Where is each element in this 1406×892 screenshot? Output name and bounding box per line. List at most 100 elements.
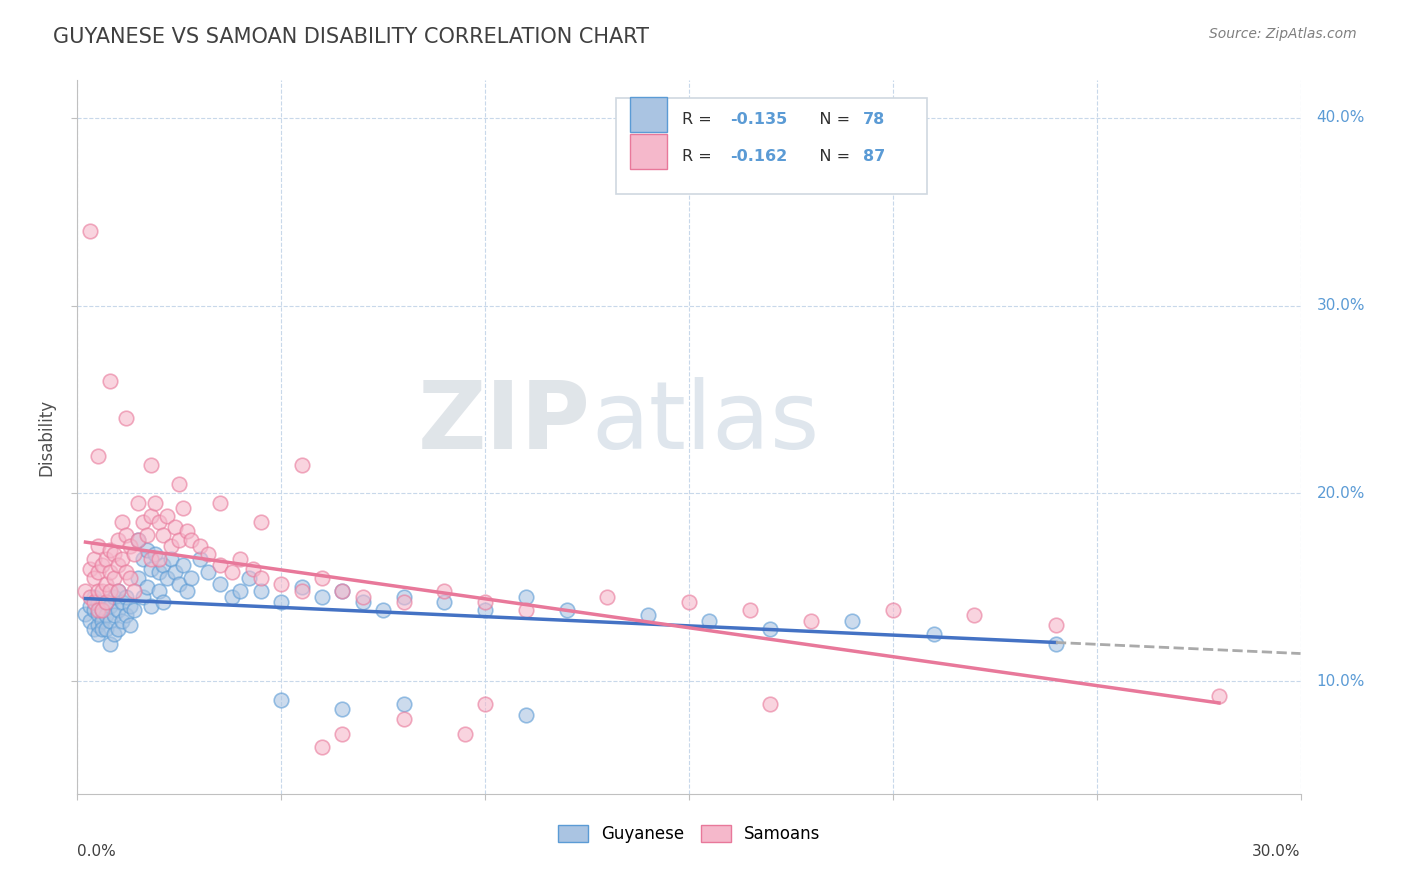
Point — [83, 552, 105, 566]
Point — [1045, 637, 1067, 651]
Point — [103, 627, 125, 641]
Text: 0.0%: 0.0% — [77, 844, 117, 859]
Point — [352, 590, 374, 604]
Point — [352, 595, 374, 609]
Point — [156, 508, 179, 523]
Point — [180, 533, 202, 548]
Point — [127, 571, 149, 585]
Point — [392, 590, 415, 604]
Point — [115, 608, 138, 623]
Point — [169, 576, 191, 591]
Point — [131, 590, 153, 604]
Point — [103, 608, 125, 623]
Point — [270, 576, 292, 591]
Point — [90, 603, 112, 617]
Point — [83, 603, 105, 617]
Point — [107, 584, 129, 599]
Text: -0.162: -0.162 — [731, 149, 787, 164]
Point — [453, 727, 475, 741]
Point — [79, 223, 101, 237]
Point — [332, 727, 354, 741]
Text: Source: ZipAtlas.com: Source: ZipAtlas.com — [1209, 27, 1357, 41]
Text: 30.0%: 30.0% — [1253, 844, 1301, 859]
Point — [94, 595, 117, 609]
Text: N =: N = — [804, 149, 855, 164]
Point — [94, 552, 117, 566]
Point — [83, 595, 105, 609]
Point — [98, 637, 121, 651]
FancyBboxPatch shape — [630, 134, 666, 169]
Point — [107, 603, 129, 617]
Point — [172, 558, 194, 572]
Point — [98, 374, 121, 388]
Point — [87, 539, 110, 553]
Point — [759, 697, 782, 711]
Point — [841, 614, 863, 628]
Point — [332, 702, 354, 716]
Text: GUYANESE VS SAMOAN DISABILITY CORRELATION CHART: GUYANESE VS SAMOAN DISABILITY CORRELATIO… — [53, 27, 650, 46]
Point — [135, 527, 157, 541]
Point — [169, 477, 191, 491]
Point — [143, 547, 166, 561]
Point — [290, 584, 312, 599]
Point — [165, 566, 187, 580]
Point — [94, 608, 117, 623]
Point — [90, 622, 112, 636]
Point — [176, 584, 198, 599]
Point — [107, 533, 129, 548]
Point — [160, 539, 183, 553]
Point — [90, 603, 112, 617]
Point — [290, 580, 312, 594]
Point — [139, 599, 162, 613]
Point — [75, 584, 97, 599]
Point — [135, 542, 157, 557]
Point — [250, 571, 273, 585]
Text: 20.0%: 20.0% — [1316, 486, 1365, 501]
Point — [165, 520, 187, 534]
Point — [433, 595, 456, 609]
Text: R =: R = — [682, 149, 717, 164]
Point — [139, 458, 162, 473]
Point — [242, 561, 264, 575]
Point — [208, 496, 231, 510]
Point — [103, 547, 125, 561]
Point — [332, 584, 354, 599]
Point — [90, 584, 112, 599]
Point — [290, 458, 312, 473]
Point — [1208, 690, 1230, 704]
FancyBboxPatch shape — [630, 96, 666, 132]
Point — [311, 590, 333, 604]
FancyBboxPatch shape — [616, 98, 928, 194]
Point — [152, 595, 174, 609]
Point — [87, 566, 110, 580]
Point — [75, 607, 97, 621]
Point — [637, 608, 659, 623]
Point — [172, 501, 194, 516]
Point — [180, 571, 202, 585]
Point — [107, 558, 129, 572]
Point — [98, 584, 121, 599]
Point — [229, 552, 252, 566]
Point — [127, 533, 149, 548]
Point — [176, 524, 198, 538]
Point — [98, 614, 121, 628]
Point — [131, 552, 153, 566]
Point — [270, 693, 292, 707]
Point — [120, 618, 142, 632]
Point — [699, 614, 721, 628]
Point — [515, 590, 537, 604]
Point — [188, 552, 211, 566]
Point — [221, 566, 243, 580]
Point — [107, 622, 129, 636]
Point — [156, 571, 179, 585]
Point — [103, 571, 125, 585]
Point — [208, 558, 231, 572]
Point — [250, 515, 273, 529]
Point — [800, 614, 823, 628]
Point — [94, 595, 117, 609]
Point — [94, 576, 117, 591]
Text: 40.0%: 40.0% — [1316, 111, 1365, 126]
Point — [111, 552, 134, 566]
Point — [188, 539, 211, 553]
Point — [152, 558, 174, 572]
